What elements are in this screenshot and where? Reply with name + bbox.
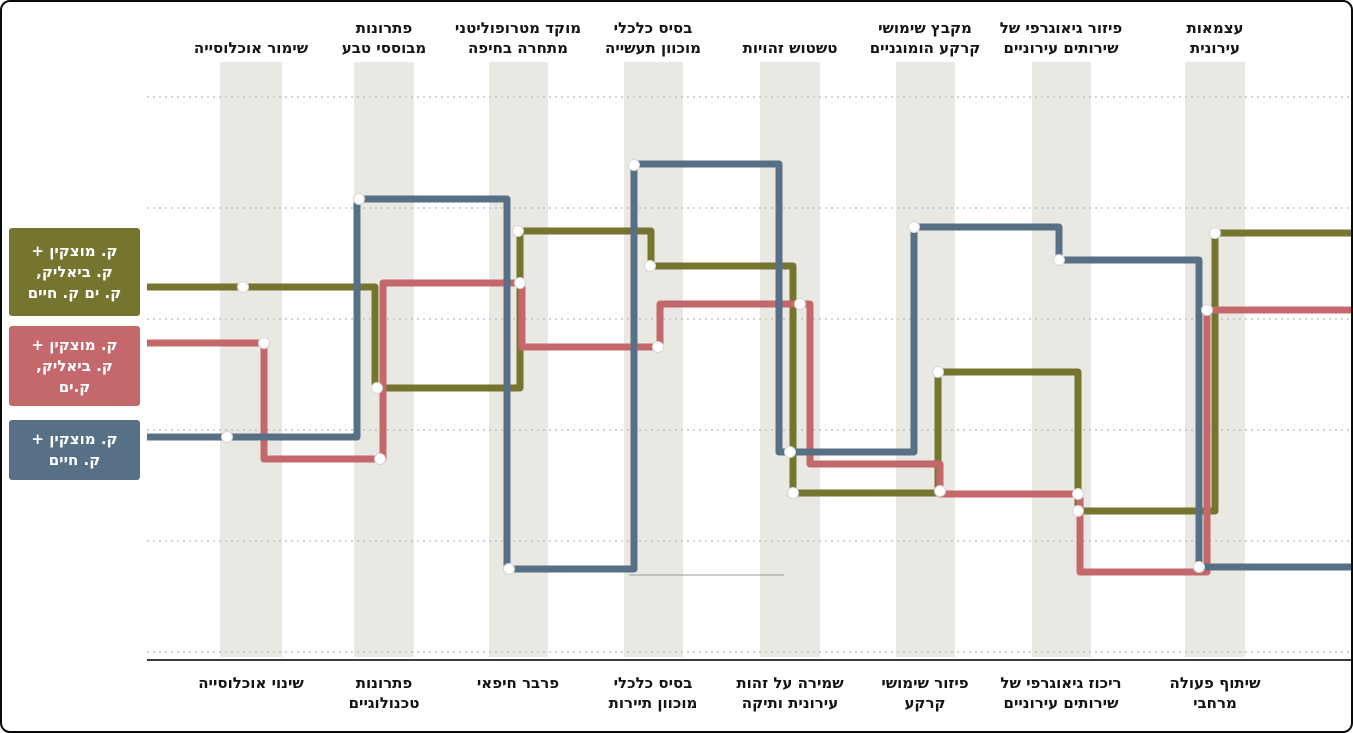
node-dot-red: [374, 453, 386, 465]
node-dot-olive: [371, 382, 383, 394]
node-dot-red: [1072, 488, 1084, 500]
legend-box-cluster-red: ק. מוצקין + ק. ביאליק, ק.ים: [9, 326, 140, 406]
legend-label: ק. מוצקין +: [31, 241, 118, 260]
legend-label: ק. חיים: [48, 451, 101, 469]
legend-label: ק.ים: [58, 377, 91, 396]
column-band: [896, 62, 955, 657]
node-dot-red: [258, 337, 270, 349]
node-dot-olive: [512, 225, 524, 237]
node-dot-olive: [644, 260, 656, 272]
node-dot-blue: [221, 431, 233, 443]
node-dot-blue: [503, 563, 515, 575]
legend-box-cluster-blue: ק. מוצקין + ק. חיים: [9, 420, 140, 480]
node-dot-blue: [353, 193, 365, 205]
node-dot-blue: [908, 221, 920, 233]
node-dot-blue: [628, 159, 640, 171]
node-dot-red: [794, 298, 806, 310]
series-line-red: [147, 279, 1351, 576]
legend-label: ק. מוצקין +: [31, 335, 118, 354]
node-dot-olive: [237, 281, 249, 293]
node-dot-blue: [784, 446, 796, 458]
series-line-blue: [147, 160, 1351, 573]
legend-label: ק. ביאליק,: [36, 356, 113, 375]
node-dot-olive: [932, 366, 944, 378]
node-dot-red: [934, 485, 946, 497]
node-dot-olive: [1209, 227, 1221, 239]
node-dot-blue: [1053, 254, 1065, 266]
node-dot-olive: [1072, 505, 1084, 517]
node-dot-red: [514, 277, 526, 289]
node-dot-blue: [1193, 561, 1205, 573]
node-dot-red: [1201, 304, 1213, 316]
legend-label: ק. ים ק. חיים: [27, 283, 122, 302]
legend-box-cluster-olive: ק. מוצקין + ק. ביאליק, ק. ים ק. חיים: [9, 228, 140, 316]
series-line-olive: [147, 227, 1351, 515]
node-dot-red: [652, 341, 664, 353]
legend-label: ק. ביאליק,: [36, 262, 113, 281]
legend-label: ק. מוצקין +: [31, 430, 118, 448]
node-dot-olive: [787, 487, 799, 499]
column-band: [220, 62, 282, 657]
